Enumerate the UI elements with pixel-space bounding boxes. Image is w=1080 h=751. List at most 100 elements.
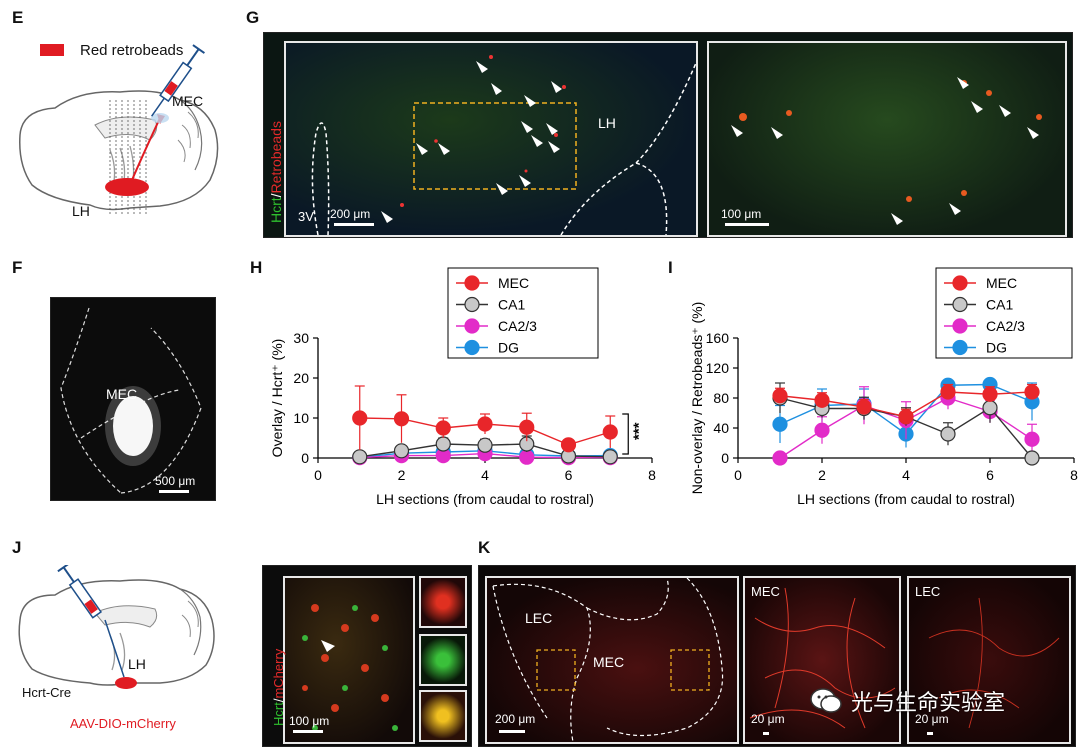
legend-label: CA2/3 bbox=[986, 318, 1025, 334]
scale-text-j: 100 μm bbox=[289, 714, 330, 728]
legend-label: MEC bbox=[498, 275, 529, 291]
data-point bbox=[1024, 450, 1040, 466]
retrobead-legend-text: Red retrobeads bbox=[80, 42, 183, 59]
mec-label-f: MEC bbox=[106, 386, 138, 402]
data-point bbox=[352, 410, 368, 426]
watermark-text: 光与生命实验室 bbox=[851, 691, 1006, 716]
x-tick-label: 2 bbox=[398, 467, 406, 483]
scale-text-g-right: 100 μm bbox=[721, 207, 762, 221]
legend-marker bbox=[464, 296, 480, 313]
y-tick-label: 40 bbox=[713, 420, 729, 436]
data-point bbox=[1024, 384, 1040, 400]
data-point bbox=[560, 437, 577, 453]
legend-marker bbox=[952, 318, 968, 334]
x-tick-label: 0 bbox=[734, 467, 742, 483]
stain-label-j: Hcrt/mCherry bbox=[271, 648, 286, 726]
data-point bbox=[1024, 431, 1040, 447]
mouse-line-label: Hcrt-Cre bbox=[22, 685, 72, 700]
lec-label-k: LEC bbox=[525, 610, 553, 626]
k-main-image: LEC MEC 200 μm bbox=[485, 576, 739, 744]
legend-marker bbox=[952, 296, 968, 313]
y-tick-label: 120 bbox=[706, 360, 730, 376]
x-axis-label: LH sections (from caudal to rostral) bbox=[797, 491, 1015, 507]
data-point bbox=[519, 449, 535, 465]
scale-bar-k-mec bbox=[763, 732, 769, 735]
legend-marker bbox=[464, 339, 480, 356]
panel-label-e: E bbox=[12, 8, 24, 27]
data-point bbox=[982, 386, 998, 402]
j-main-image: Hcrt/mCherry 100 μm bbox=[271, 576, 415, 744]
stain-label-g: Hcrt/Retrobeads bbox=[268, 121, 284, 223]
wechat-icon bbox=[810, 688, 842, 713]
k-lec-image: LEC 20 μm bbox=[907, 576, 1071, 744]
scale-bar-k-lec bbox=[927, 732, 933, 735]
y-tick-label: 20 bbox=[293, 370, 309, 386]
series-mec bbox=[352, 385, 618, 453]
data-point bbox=[814, 392, 830, 408]
y-tick-label: 30 bbox=[293, 330, 309, 346]
scale-bar-g-left bbox=[334, 223, 374, 226]
micrograph-g: Hcrt/Retrobeads 3V LH 200 μm bbox=[263, 32, 1073, 238]
panel-label-i: I bbox=[668, 258, 673, 277]
lh-label-j: LH bbox=[128, 656, 146, 672]
y-axis-label: Non-overlay / Retrobeads⁺ (%) bbox=[689, 302, 705, 495]
panel-label-k: K bbox=[478, 538, 491, 557]
data-point bbox=[393, 443, 410, 459]
lec-label-k-zoom: LEC bbox=[915, 584, 941, 599]
legend-label: DG bbox=[986, 340, 1007, 356]
mec-label-k-zoom: MEC bbox=[751, 584, 780, 599]
x-tick-label: 8 bbox=[1070, 467, 1078, 483]
lh-label-e: LH bbox=[72, 203, 90, 219]
y-axis-label: Overlay / Hcrt⁺ (%) bbox=[269, 339, 285, 458]
j-inset-green bbox=[419, 634, 467, 686]
j-inset-red bbox=[419, 576, 467, 628]
significance-stars: *** bbox=[630, 422, 647, 440]
y-tick-label: 160 bbox=[706, 330, 730, 346]
panel-label-j: J bbox=[12, 538, 22, 557]
scale-text-k-mec: 20 μm bbox=[751, 712, 785, 726]
data-point bbox=[982, 400, 998, 416]
scale-text-k-main: 200 μm bbox=[495, 712, 536, 726]
x-tick-label: 2 bbox=[818, 467, 826, 483]
g-right-image: 100 μm bbox=[707, 41, 1067, 237]
micrograph-f: MEC 500 μm bbox=[50, 297, 216, 501]
data-point bbox=[772, 388, 788, 404]
data-point bbox=[352, 449, 368, 465]
region-lh-label: LH bbox=[598, 115, 616, 131]
x-tick-label: 0 bbox=[314, 467, 322, 483]
legend-marker bbox=[952, 339, 968, 356]
scale-text-k-lec: 20 μm bbox=[915, 712, 949, 726]
series-mec bbox=[772, 383, 1040, 425]
data-point bbox=[435, 420, 451, 436]
legend-label: CA1 bbox=[498, 297, 525, 313]
panel-label-g: G bbox=[246, 8, 260, 27]
data-point bbox=[940, 384, 956, 400]
data-point bbox=[393, 411, 410, 427]
data-point bbox=[814, 422, 830, 438]
x-tick-label: 6 bbox=[986, 467, 994, 483]
scale-bar-k-main bbox=[499, 730, 525, 733]
series-ca23 bbox=[772, 386, 1040, 466]
legend-marker bbox=[464, 275, 480, 291]
data-point bbox=[602, 449, 618, 465]
y-tick-label: 0 bbox=[721, 450, 729, 466]
significance-bracket bbox=[622, 413, 629, 455]
scale-bar-j bbox=[293, 730, 323, 733]
brain-schematic-virus: LH bbox=[18, 565, 215, 689]
scale-bar-g-right bbox=[725, 223, 769, 226]
scale-text-g-left: 200 μm bbox=[330, 207, 371, 221]
legend-label: CA1 bbox=[986, 297, 1013, 313]
chart-i: 0 40 80 120 160 0 2 4 6 8 LH sections (from caudal… bbox=[689, 267, 1078, 507]
brain-schematic-retrobeads: Red retrobeads MEC LH bbox=[19, 42, 219, 219]
data-point bbox=[477, 437, 493, 453]
region-3v-label: 3V bbox=[298, 209, 314, 224]
y-tick-label: 0 bbox=[301, 450, 309, 466]
panel-label-f: F bbox=[12, 258, 23, 277]
legend-label: DG bbox=[498, 340, 519, 356]
legend-marker bbox=[952, 275, 968, 291]
g-left-image: 3V LH 200 μm bbox=[284, 41, 698, 237]
data-point bbox=[772, 450, 788, 466]
data-point bbox=[477, 416, 493, 432]
data-point bbox=[856, 399, 872, 415]
y-tick-label: 80 bbox=[713, 390, 729, 406]
